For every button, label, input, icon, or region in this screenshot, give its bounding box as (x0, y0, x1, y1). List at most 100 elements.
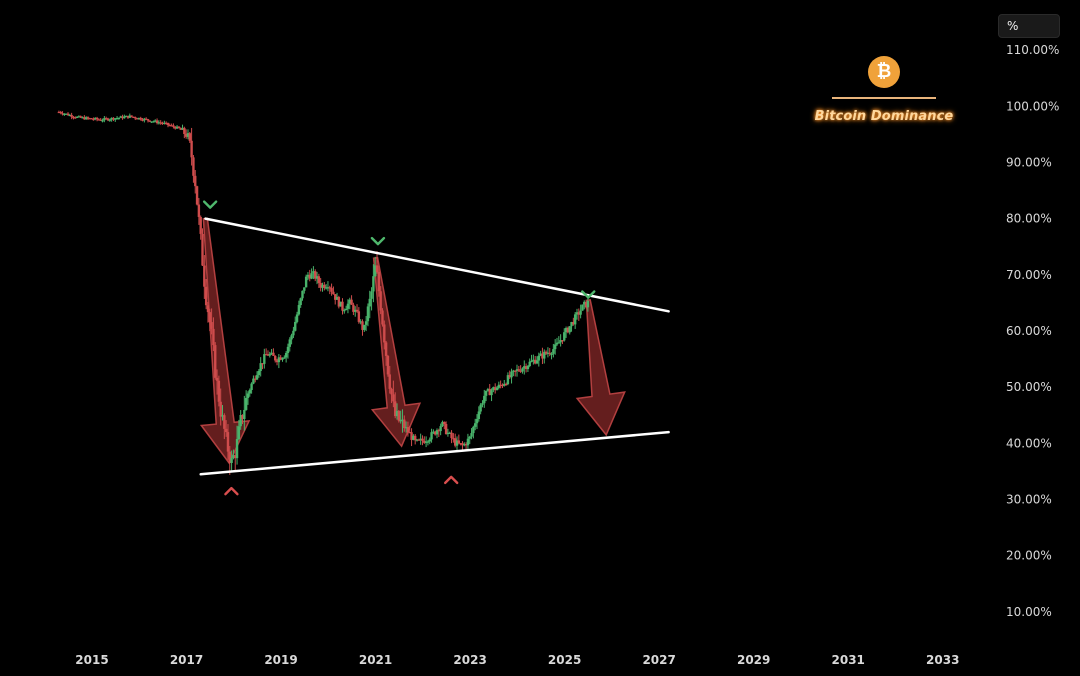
candle-body (275, 360, 279, 363)
candle-body (84, 117, 88, 120)
candle-body (561, 340, 564, 342)
candle-body (377, 272, 381, 292)
candle-body (308, 274, 311, 279)
candle-body (490, 390, 493, 396)
candle-body (492, 387, 495, 391)
candle-body (121, 116, 124, 119)
candle-body (81, 117, 84, 119)
candle-body (515, 369, 519, 371)
candle-body (544, 351, 548, 354)
candle-body (132, 116, 135, 118)
candle-body (161, 122, 164, 124)
top-marker-icon (370, 236, 386, 246)
candle-body (134, 117, 137, 119)
candle-body (310, 273, 313, 279)
candle-body (166, 122, 170, 126)
candle-body (410, 432, 413, 440)
candle-body (70, 114, 73, 117)
candle-body (303, 287, 306, 291)
candle-body (337, 296, 341, 307)
x-tick-label: 2023 (453, 653, 486, 667)
candle-body (330, 288, 333, 292)
candle-body (406, 427, 410, 433)
candle-body (201, 233, 204, 266)
candle-body (444, 424, 448, 435)
candle-body (532, 359, 535, 362)
candle-body (508, 375, 511, 378)
candle-body (95, 117, 99, 120)
candle-body (510, 371, 513, 378)
candle-body (428, 439, 431, 442)
candle-body (203, 265, 206, 287)
candle-body (383, 324, 386, 343)
candle-body (483, 395, 486, 404)
candles-layer (57, 110, 590, 475)
candle-body (453, 438, 457, 446)
candle-body (261, 363, 264, 365)
candle-body (228, 451, 231, 463)
candle-body (441, 421, 444, 427)
candle-body (97, 119, 101, 121)
down-arrow (199, 217, 251, 465)
candle-body (137, 117, 141, 120)
down-arrow (370, 256, 422, 448)
candle-body (395, 410, 399, 417)
candle-body (223, 415, 226, 429)
candle-body (117, 117, 121, 119)
candle-body (470, 433, 473, 437)
candle-body (503, 383, 506, 386)
candle-body (537, 355, 541, 361)
candle-body (184, 133, 188, 137)
candle-body (523, 366, 526, 369)
logo-text: Bitcoin Dominance (814, 109, 954, 124)
candle-body (221, 415, 224, 417)
candle-body (224, 428, 228, 433)
candle-body (421, 438, 424, 441)
candle-body (268, 354, 271, 356)
candle-body (312, 271, 315, 274)
trendline-lower (199, 430, 670, 476)
candle-body (75, 116, 79, 119)
down-arrow (575, 298, 626, 437)
x-tick-label: 2021 (359, 653, 392, 667)
candle-body (130, 115, 133, 117)
candle-body (190, 140, 193, 158)
candle-body (466, 438, 470, 446)
candle-body (430, 432, 433, 440)
candle-body (348, 299, 351, 304)
candle-body (319, 282, 322, 288)
bitcoin-logo-icon: ₿ (868, 56, 900, 88)
candle-body (199, 216, 202, 234)
candle-body (579, 310, 582, 315)
candle-body (79, 116, 82, 118)
unit-dropdown[interactable]: % (998, 14, 1060, 38)
candle-body (104, 118, 108, 120)
candle-body (550, 353, 553, 356)
candle-body (473, 423, 477, 427)
candle-body (464, 444, 468, 446)
candle-body (168, 125, 171, 127)
candle-body (408, 432, 411, 434)
markers-layer (202, 200, 596, 496)
candle-body (397, 410, 401, 421)
candle-body (524, 366, 528, 370)
candle-body (506, 375, 510, 385)
candle-body (66, 113, 70, 116)
candle-body (164, 122, 168, 125)
candle-body (212, 328, 215, 346)
candle-body (206, 305, 210, 313)
candle-body (317, 276, 321, 283)
trendline-upper (204, 217, 670, 313)
candle-body (370, 291, 373, 299)
candle-body (68, 114, 72, 117)
candle-body (334, 294, 337, 300)
candle-body (219, 401, 222, 417)
candle-body (450, 432, 453, 439)
y-tick-label: 10.00% (1006, 605, 1052, 619)
candle-body (123, 116, 126, 119)
candle-body (448, 432, 451, 434)
candle-body (74, 117, 77, 119)
top-marker-icon (581, 290, 596, 299)
candle-body (375, 265, 379, 273)
candle-body (108, 119, 112, 121)
